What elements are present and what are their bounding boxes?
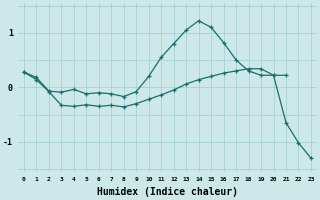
X-axis label: Humidex (Indice chaleur): Humidex (Indice chaleur) [97,187,238,197]
